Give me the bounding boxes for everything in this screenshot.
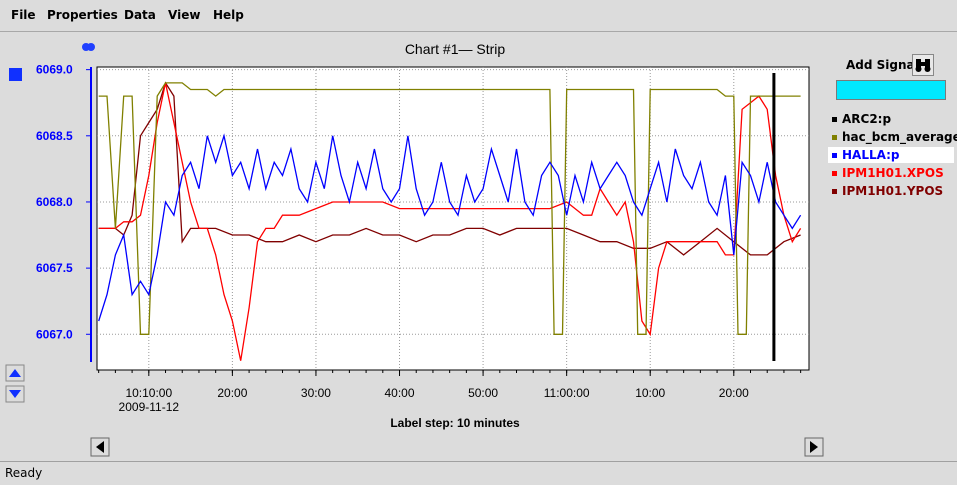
down-arrow-icon bbox=[9, 390, 21, 398]
y-tick-label: 6067.0 bbox=[36, 327, 73, 341]
y-tick-label: 6069.0 bbox=[36, 63, 73, 77]
axis-color-swatch[interactable] bbox=[9, 68, 22, 81]
legend-swatch bbox=[832, 117, 837, 122]
menu-properties[interactable]: Properties bbox=[47, 8, 118, 22]
scale-down-button[interactable] bbox=[5, 385, 25, 403]
signal-name-input[interactable] bbox=[836, 80, 946, 100]
menu-view[interactable]: View bbox=[168, 8, 201, 22]
chart-title: Chart #1— Strip bbox=[405, 41, 506, 57]
legend-item[interactable]: HALLA:p bbox=[828, 147, 954, 163]
menu-bar: File Properties Data View Help bbox=[0, 0, 957, 32]
status-text: Ready bbox=[5, 466, 43, 480]
status-bar: Ready bbox=[0, 461, 957, 485]
scroll-left-button[interactable] bbox=[90, 437, 110, 457]
x-tick-label: 40:00 bbox=[385, 386, 415, 400]
x-tick-sublabel: 2009-11-12 bbox=[119, 400, 180, 414]
legend-item[interactable]: hac_bcm_average bbox=[828, 129, 957, 145]
y-tick-label: 6067.5 bbox=[36, 261, 73, 275]
legend-label: hac_bcm_average bbox=[842, 130, 957, 144]
legend-swatch bbox=[832, 171, 837, 176]
add-signal-label: Add Signal bbox=[846, 58, 919, 72]
x-tick-label: 20:00 bbox=[719, 386, 749, 400]
legend-item[interactable]: IPM1H01.YPOS bbox=[828, 183, 954, 199]
x-tick-label: 30:00 bbox=[301, 386, 331, 400]
legend-swatch bbox=[832, 135, 837, 140]
x-tick-label: 10:10:00 bbox=[125, 386, 172, 400]
scroll-right-button[interactable] bbox=[804, 437, 824, 457]
legend-swatch bbox=[832, 153, 837, 158]
left-arrow-icon bbox=[96, 441, 104, 453]
legend-label: IPM1H01.YPOS bbox=[842, 184, 944, 198]
add-signal-button[interactable] bbox=[912, 54, 934, 76]
series-line[interactable] bbox=[98, 133, 802, 322]
zoom-indicator-icon[interactable] bbox=[82, 43, 95, 51]
right-arrow-icon bbox=[810, 441, 818, 453]
menu-help[interactable]: Help bbox=[213, 8, 244, 22]
scale-up-button[interactable] bbox=[5, 364, 25, 382]
series-line[interactable] bbox=[98, 82, 802, 361]
series-line[interactable] bbox=[98, 81, 801, 256]
x-tick-label: 50:00 bbox=[468, 386, 498, 400]
plot-area[interactable] bbox=[96, 66, 810, 371]
legend-label: IPM1H01.XPOS bbox=[842, 166, 944, 180]
x-tick-label: 11:00:00 bbox=[544, 386, 590, 400]
x-tick-label: 10:00 bbox=[635, 386, 665, 400]
legend-label: HALLA:p bbox=[842, 148, 900, 162]
legend-item[interactable]: ARC2:p bbox=[828, 111, 954, 127]
y-tick-label: 6068.5 bbox=[36, 129, 73, 143]
strip-chart: Chart #1— Strip 6067.0 6067.5 6068.0 6068.5… bbox=[0, 33, 957, 458]
legend-label: ARC2:p bbox=[842, 112, 892, 126]
legend-item[interactable]: IPM1H01.XPOS bbox=[828, 165, 954, 181]
menu-data[interactable]: Data bbox=[124, 8, 156, 22]
binoculars-icon bbox=[915, 59, 931, 72]
legend-swatch bbox=[832, 189, 837, 194]
y-tick-label: 6068.0 bbox=[36, 195, 73, 209]
up-arrow-icon bbox=[9, 369, 21, 377]
menu-file[interactable]: File bbox=[11, 8, 36, 22]
x-axis-label: Label step: 10 minutes bbox=[390, 416, 520, 430]
series-line[interactable] bbox=[98, 82, 801, 335]
x-tick-label: 20:00 bbox=[217, 386, 247, 400]
signal-panel: Add Signal ARC2:p hac_bcm_average HALLA:p I… bbox=[828, 52, 957, 212]
